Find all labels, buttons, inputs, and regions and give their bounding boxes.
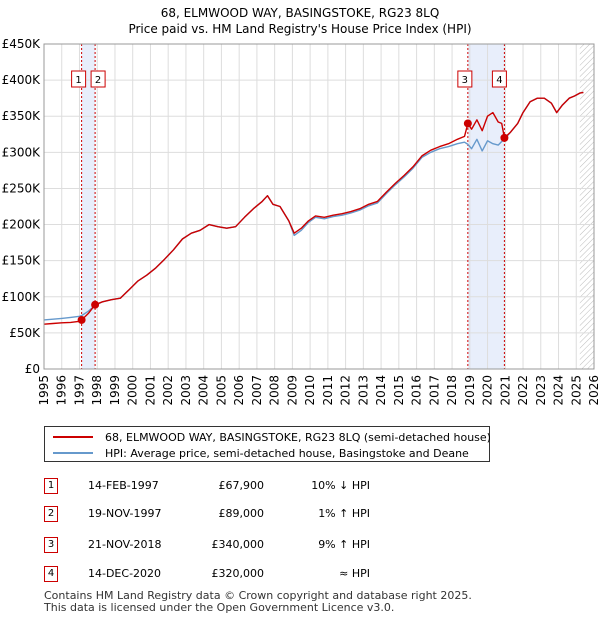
x-tick-label: 2011: [321, 375, 335, 406]
chart-subtitle: Price paid vs. HM Land Registry's House …: [128, 22, 471, 36]
table-row: 2 19-NOV-1997 £89,000 1% ↑ HPI: [0, 506, 600, 524]
sale-point: [91, 300, 100, 309]
x-tick-label: 2023: [534, 375, 548, 406]
x-tick-label: 2012: [339, 375, 353, 406]
chart: 68, ELMWOOD WAY, BASINGSTOKE, RG23 8LQ P…: [2, 6, 600, 406]
y-tick-label: £300K: [2, 145, 42, 159]
series-line: [43, 91, 584, 325]
y-tick-label: £200K: [2, 218, 42, 232]
x-tick-label: 1997: [72, 375, 86, 406]
legend-item-hpi: HPI: Average price, semi-detached house,…: [53, 445, 469, 461]
sale-price: £67,900: [218, 479, 265, 492]
sale-number: 3: [44, 537, 58, 553]
sale-date: 14-FEB-1997: [88, 479, 159, 492]
sale-hpi-comparison: 9% ↑ HPI: [318, 538, 370, 551]
sale-point: [463, 119, 472, 128]
y-tick-label: £400K: [2, 73, 42, 87]
x-tick-label: 2005: [214, 375, 228, 406]
legend-swatch-hpi: [53, 452, 93, 454]
y-tick-label: £350K: [2, 109, 42, 123]
y-tick-label: £100K: [2, 290, 42, 304]
x-tick-label: 2022: [516, 375, 530, 406]
sale-label-box: [71, 70, 87, 88]
sale-hpi-comparison: ≈ HPI: [339, 567, 370, 580]
sale-label: 2: [95, 75, 101, 86]
sale-label: 1: [75, 75, 81, 86]
legend-swatch-property: [53, 436, 93, 438]
sale-price: £340,000: [211, 538, 265, 551]
footer-copyright: Contains HM Land Registry data © Crown c…: [44, 589, 472, 602]
future-hatch: [579, 44, 594, 369]
x-tick-label: 2017: [427, 375, 441, 406]
x-tick-label: 2014: [374, 375, 388, 406]
sale-point: [77, 315, 86, 324]
x-tick-label: 2020: [481, 375, 495, 406]
table-row: 3 21-NOV-2018 £340,000 9% ↑ HPI: [0, 537, 600, 555]
sale-label-box: [457, 70, 473, 88]
sale-date: 19-NOV-1997: [88, 507, 162, 520]
sale-number: 2: [44, 506, 58, 522]
x-tick-label: 2001: [143, 375, 157, 406]
sale-point: [500, 133, 509, 142]
x-tick-label: 2002: [161, 375, 175, 406]
y-tick-label: £250K: [2, 181, 42, 195]
x-tick-label: 2003: [179, 375, 193, 406]
sale-number: 4: [44, 566, 58, 582]
sale-date: 14-DEC-2020: [88, 567, 162, 580]
y-tick-label: £150K: [2, 254, 42, 268]
plot-area: [44, 44, 594, 369]
x-tick-label: 2024: [552, 375, 566, 406]
sale-label: 4: [496, 75, 502, 86]
legend: 68, ELMWOOD WAY, BASINGSTOKE, RG23 8LQ (…: [44, 426, 491, 462]
plot-frame: [43, 43, 595, 370]
sale-hpi-comparison: 1% ↑ HPI: [318, 507, 370, 520]
chart-title: 68, ELMWOOD WAY, BASINGSTOKE, RG23 8LQ: [161, 6, 440, 20]
x-tick-label: 1995: [37, 375, 51, 406]
x-tick-label: 2000: [126, 375, 140, 406]
sale-price: £89,000: [218, 507, 265, 520]
x-tick-label: 2026: [587, 375, 600, 406]
sale-hpi-comparison: 10% ↓ HPI: [311, 479, 370, 492]
shaded-period: [81, 44, 96, 369]
sale-date: 21-NOV-2018: [88, 538, 162, 551]
y-tick-label: £50K: [9, 326, 41, 340]
x-tick-label: 2018: [445, 375, 459, 406]
legend-label-hpi: HPI: Average price, semi-detached house,…: [105, 446, 469, 460]
x-tick-label: 2019: [463, 375, 477, 406]
sale-price: £320,000: [211, 567, 265, 580]
x-tick-label: 2016: [410, 375, 424, 406]
footer: Contains HM Land Registry data © Crown c…: [44, 590, 472, 614]
x-tick-label: 2010: [303, 375, 317, 406]
x-tick-label: 2025: [569, 375, 583, 406]
x-tick-label: 2021: [498, 375, 512, 406]
legend-item-property: 68, ELMWOOD WAY, BASINGSTOKE, RG23 8LQ (…: [53, 429, 491, 445]
sale-label-box: [491, 70, 507, 88]
x-tick-label: 2009: [285, 375, 299, 406]
sale-label: 3: [462, 75, 468, 86]
x-tick-label: 2004: [197, 375, 211, 406]
table-row: 4 14-DEC-2020 £320,000 ≈ HPI: [0, 566, 600, 584]
x-tick-label: 2008: [268, 375, 282, 406]
x-tick-label: 2015: [392, 375, 406, 406]
x-tick-label: 1996: [55, 375, 69, 406]
sale-label-box: [90, 70, 106, 88]
table-row: 1 14-FEB-1997 £67,900 10% ↓ HPI: [0, 478, 600, 496]
y-tick-label: £0: [25, 362, 40, 376]
footer-licence: This data is licensed under the Open Gov…: [44, 601, 395, 614]
sale-number: 1: [44, 478, 58, 494]
legend-label-property: 68, ELMWOOD WAY, BASINGSTOKE, RG23 8LQ (…: [105, 430, 491, 444]
x-tick-label: 1998: [90, 375, 104, 406]
x-tick-label: 1999: [108, 375, 122, 406]
x-tick-label: 2006: [232, 375, 246, 406]
shaded-period: [467, 44, 505, 369]
y-tick-label: £450K: [2, 37, 42, 51]
x-tick-label: 2007: [250, 375, 264, 406]
x-tick-label: 2013: [356, 375, 370, 406]
